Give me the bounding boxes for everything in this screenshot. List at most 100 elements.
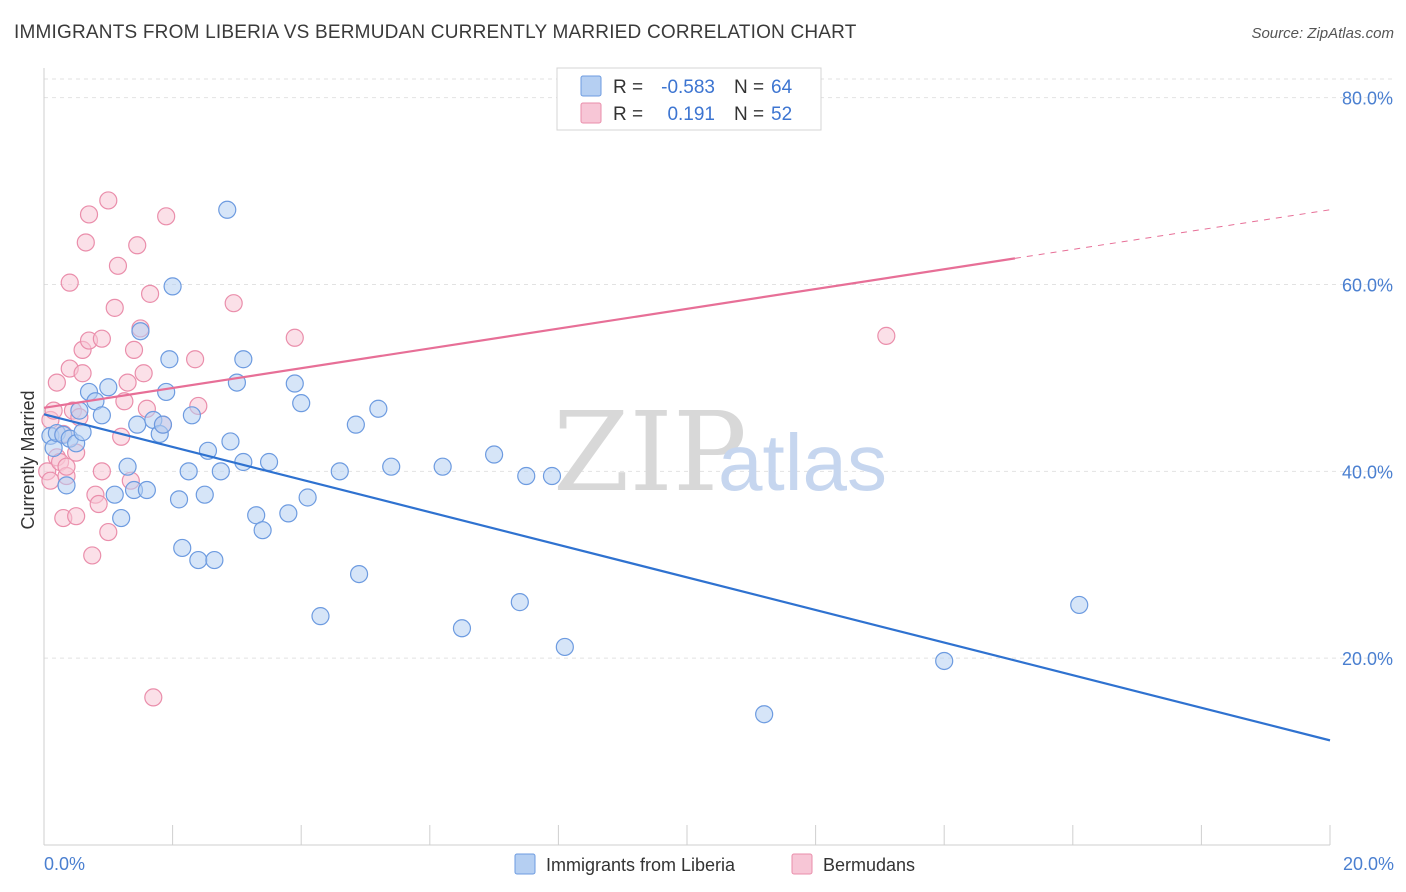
x-tick-label: 0.0% <box>44 854 85 874</box>
data-point-liberia <box>259 452 279 472</box>
legend-r-label-2: R = <box>613 104 643 125</box>
x-tick-labels: 0.0% 20.0% <box>44 854 1394 874</box>
data-point-liberia <box>218 200 237 219</box>
data-point-liberia <box>510 593 529 612</box>
data-point-bermudans <box>99 191 118 210</box>
data-point-liberia <box>173 538 192 558</box>
data-point-liberia <box>433 457 452 476</box>
data-point-liberia <box>163 277 182 296</box>
data-point-liberia <box>542 466 562 486</box>
source-label: Source: ZipAtlas.com <box>1251 25 1394 42</box>
data-point-bermudans <box>67 507 86 526</box>
bottom-legend-label-bermudans: Bermudans <box>823 855 915 875</box>
bottom-legend-swatch-blue <box>514 853 536 875</box>
data-point-liberia <box>285 374 304 393</box>
data-point-liberia <box>157 382 176 402</box>
data-point-liberia <box>131 322 150 341</box>
data-point-bermudans <box>186 350 205 369</box>
data-point-liberia <box>118 457 137 476</box>
legend-swatch-pink <box>580 102 602 124</box>
data-point-liberia <box>452 619 472 638</box>
data-point-liberia <box>253 521 272 540</box>
data-point-liberia <box>935 651 954 671</box>
trend-line-bermudans <box>43 257 1016 409</box>
legend-n-label-2: N = <box>734 104 764 125</box>
y-tick-labels: 20.0% 40.0% 60.0% 80.0% <box>1342 89 1393 669</box>
data-point-liberia <box>298 488 317 507</box>
watermark-atlas: atlas <box>718 418 887 507</box>
legend: R = -0.583 N = 64 R = 0.191 N = 52 <box>556 67 822 131</box>
y-tick-label: 60.0% <box>1342 276 1393 296</box>
data-point-liberia <box>128 415 147 434</box>
data-point-liberia <box>221 432 240 451</box>
legend-n-label-1: N = <box>734 77 764 98</box>
data-point-bermudans <box>285 328 304 347</box>
data-point-liberia <box>57 476 76 495</box>
data-point-bermudans <box>83 546 102 565</box>
y-tick-label: 40.0% <box>1342 462 1393 482</box>
data-point-liberia <box>179 462 198 481</box>
data-point-bermudans <box>89 494 108 514</box>
gridlines <box>44 78 1394 659</box>
data-point-bermudans <box>134 364 153 383</box>
data-point-liberia <box>160 350 179 369</box>
data-point-liberia <box>1070 595 1089 615</box>
data-point-liberia <box>330 462 349 481</box>
data-point-liberia <box>349 564 369 584</box>
data-point-bermudans <box>877 326 896 345</box>
data-point-liberia <box>99 378 118 397</box>
data-point-liberia <box>92 406 111 425</box>
data-point-bermudans <box>224 294 243 313</box>
data-point-bermudans <box>99 522 118 542</box>
data-point-bermudans <box>41 471 60 490</box>
y-axis-label: Currently Married <box>18 390 38 529</box>
data-point-liberia <box>182 406 201 425</box>
data-point-liberia <box>234 350 253 369</box>
bottom-legend: Immigrants from Liberia Bermudans <box>514 853 915 875</box>
data-point-bermudans <box>92 329 111 348</box>
x-ticks <box>172 825 1331 845</box>
data-point-liberia <box>195 485 214 504</box>
data-point-liberia <box>189 550 208 570</box>
data-point-liberia <box>112 508 131 528</box>
data-point-liberia <box>153 415 173 434</box>
legend-n-value-1: 64 <box>771 77 793 98</box>
data-point-liberia <box>346 415 365 434</box>
data-point-bermudans <box>73 364 92 383</box>
legend-r-value-1: -0.583 <box>661 77 715 98</box>
y-tick-label: 20.0% <box>1342 649 1393 669</box>
data-point-liberia <box>292 394 311 413</box>
data-point-bermudans <box>128 236 147 255</box>
watermark: ZIP atlas <box>553 388 887 516</box>
bottom-legend-label-liberia: Immigrants from Liberia <box>546 855 736 875</box>
data-point-bermudans <box>47 373 66 392</box>
data-point-liberia <box>279 504 298 523</box>
legend-n-value-2: 52 <box>771 104 792 125</box>
data-point-bermudans <box>124 340 144 360</box>
data-point-bermudans <box>92 462 111 481</box>
data-point-liberia <box>137 480 156 500</box>
data-point-bermudans <box>144 688 163 707</box>
trend-line-bermudans-extension <box>1014 209 1331 259</box>
data-point-liberia <box>555 637 574 657</box>
data-point-liberia <box>247 506 266 525</box>
legend-swatch-blue <box>580 75 602 97</box>
data-point-liberia <box>485 445 504 464</box>
data-point-bermudans <box>112 427 131 446</box>
data-point-liberia <box>234 452 253 472</box>
data-point-liberia <box>169 490 189 509</box>
chart-title: IMMIGRANTS FROM LIBERIA VS BERMUDAN CURR… <box>14 22 857 43</box>
trend-lines <box>43 209 1331 742</box>
data-point-liberia <box>211 462 230 481</box>
data-point-bermudans <box>76 233 95 252</box>
data-point-liberia <box>311 607 330 626</box>
data-point-bermudans <box>118 373 137 392</box>
data-point-bermudans <box>105 298 124 317</box>
trend-line-liberia <box>43 413 1331 742</box>
legend-r-value-2: 0.191 <box>667 104 715 125</box>
data-point-bermudans <box>79 205 99 224</box>
x-tick-label: 20.0% <box>1343 854 1394 874</box>
data-point-bermudans <box>140 284 160 303</box>
data-point-bermudans <box>108 256 128 275</box>
